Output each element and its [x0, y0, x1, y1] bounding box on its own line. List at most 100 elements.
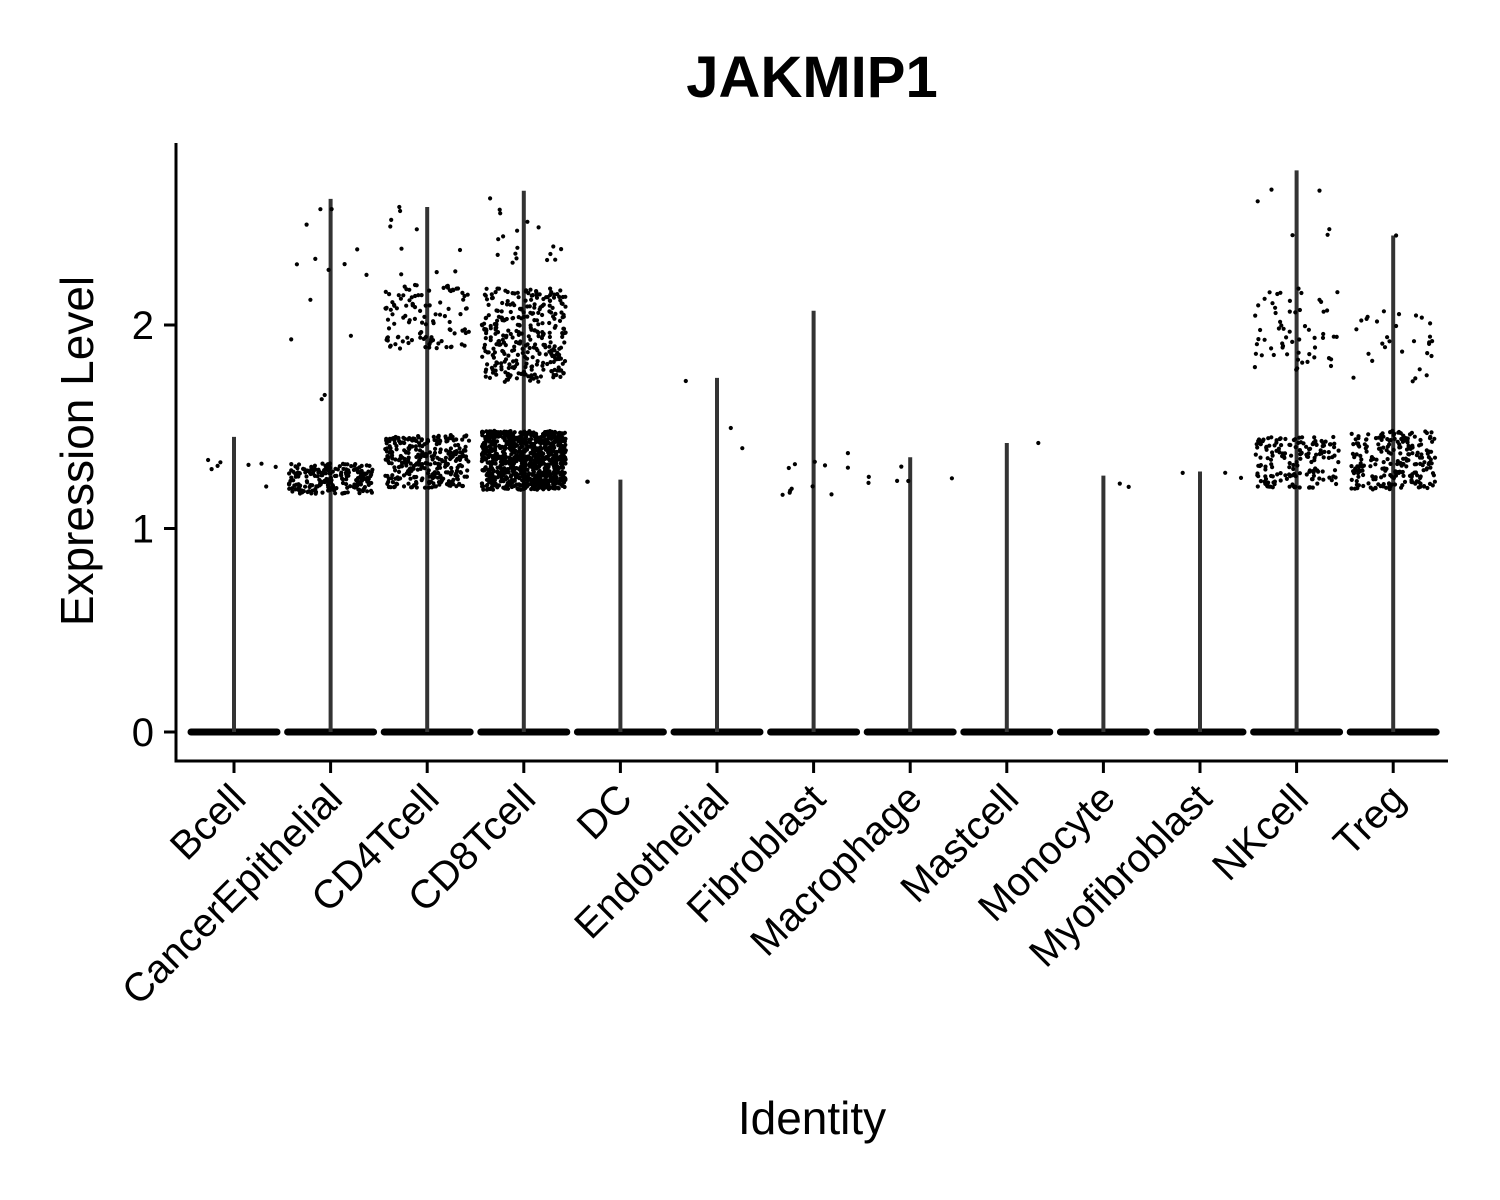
data-point [548, 286, 553, 291]
data-point [1258, 441, 1263, 447]
data-point [513, 251, 518, 256]
data-point [409, 295, 414, 300]
data-point [525, 304, 530, 309]
data-point [392, 303, 397, 308]
data-point [1325, 232, 1330, 237]
data-point [446, 306, 451, 311]
data-point [1368, 464, 1373, 469]
data-point [523, 343, 529, 348]
data-point [423, 303, 428, 308]
data-point [1255, 484, 1260, 489]
data-point [1391, 476, 1396, 481]
data-point [385, 335, 390, 340]
x-axis-title: Identity [738, 1092, 886, 1144]
violin-group-NKcell [1250, 170, 1344, 736]
data-point [1315, 481, 1320, 486]
data-point [528, 325, 533, 330]
data-point [1255, 473, 1260, 478]
data-point [1258, 455, 1263, 460]
data-point [502, 438, 507, 443]
data-point [485, 350, 490, 355]
data-point [330, 483, 335, 488]
data-point [536, 379, 541, 384]
data-point [320, 461, 325, 466]
data-point [1387, 484, 1392, 490]
data-point [552, 292, 557, 297]
data-point [420, 320, 425, 325]
data-point [368, 488, 374, 493]
data-point [519, 458, 524, 463]
data-point [549, 436, 554, 441]
data-point [539, 472, 545, 478]
data-point [539, 441, 544, 446]
data-point [1378, 484, 1383, 489]
data-point [1285, 352, 1290, 357]
data-point [499, 364, 504, 369]
data-point [510, 365, 515, 370]
data-point [1388, 430, 1393, 435]
data-point [523, 298, 528, 303]
data-point [510, 449, 515, 454]
data-point [1271, 352, 1276, 358]
data-point [1261, 437, 1266, 442]
data-point [562, 359, 568, 364]
data-point [489, 296, 495, 301]
data-point [1253, 313, 1258, 318]
data-point [536, 310, 541, 315]
data-point [346, 473, 351, 478]
data-point [1418, 481, 1423, 486]
data-point [1312, 345, 1318, 350]
data-point [485, 471, 490, 476]
data-point [516, 295, 521, 300]
data-point [789, 486, 794, 491]
data-point [423, 345, 428, 350]
data-point [508, 482, 513, 487]
data-point [293, 487, 298, 492]
data-point [364, 471, 369, 476]
data-point [340, 480, 346, 486]
data-point [458, 455, 463, 461]
data-point [528, 310, 533, 315]
data-point [1361, 472, 1366, 478]
data-point [488, 335, 493, 340]
data-point [1419, 452, 1424, 457]
data-point [293, 464, 298, 469]
data-point [433, 484, 438, 489]
data-point [507, 430, 512, 435]
data-point [1354, 482, 1359, 487]
data-point [525, 430, 530, 436]
data-point [486, 313, 491, 318]
data-point [1259, 353, 1264, 358]
data-point [1408, 446, 1413, 451]
data-point [408, 466, 413, 471]
data-point [389, 476, 394, 481]
data-point [1267, 484, 1272, 489]
data-point [557, 447, 563, 452]
data-point [452, 451, 457, 457]
data-point [532, 480, 537, 485]
data-point [463, 454, 469, 459]
data-point [286, 481, 292, 487]
data-point [1335, 290, 1340, 295]
data-point [526, 473, 531, 478]
data-point [505, 373, 510, 378]
data-point [1417, 443, 1422, 448]
data-point [511, 433, 516, 438]
data-point [541, 342, 546, 347]
data-point [1351, 375, 1356, 380]
data-point [503, 444, 508, 449]
data-point [1311, 473, 1316, 478]
data-point [1317, 297, 1322, 302]
data-point [1310, 469, 1315, 474]
data-point [552, 445, 557, 450]
data-point [548, 476, 554, 481]
y-tick-label: 1 [132, 508, 154, 552]
data-point [1291, 462, 1296, 468]
data-point [292, 483, 297, 488]
data-point [511, 347, 517, 353]
data-point [390, 300, 395, 305]
data-point [218, 460, 223, 465]
data-point [558, 356, 564, 361]
data-point [561, 452, 566, 457]
data-point [500, 337, 505, 342]
